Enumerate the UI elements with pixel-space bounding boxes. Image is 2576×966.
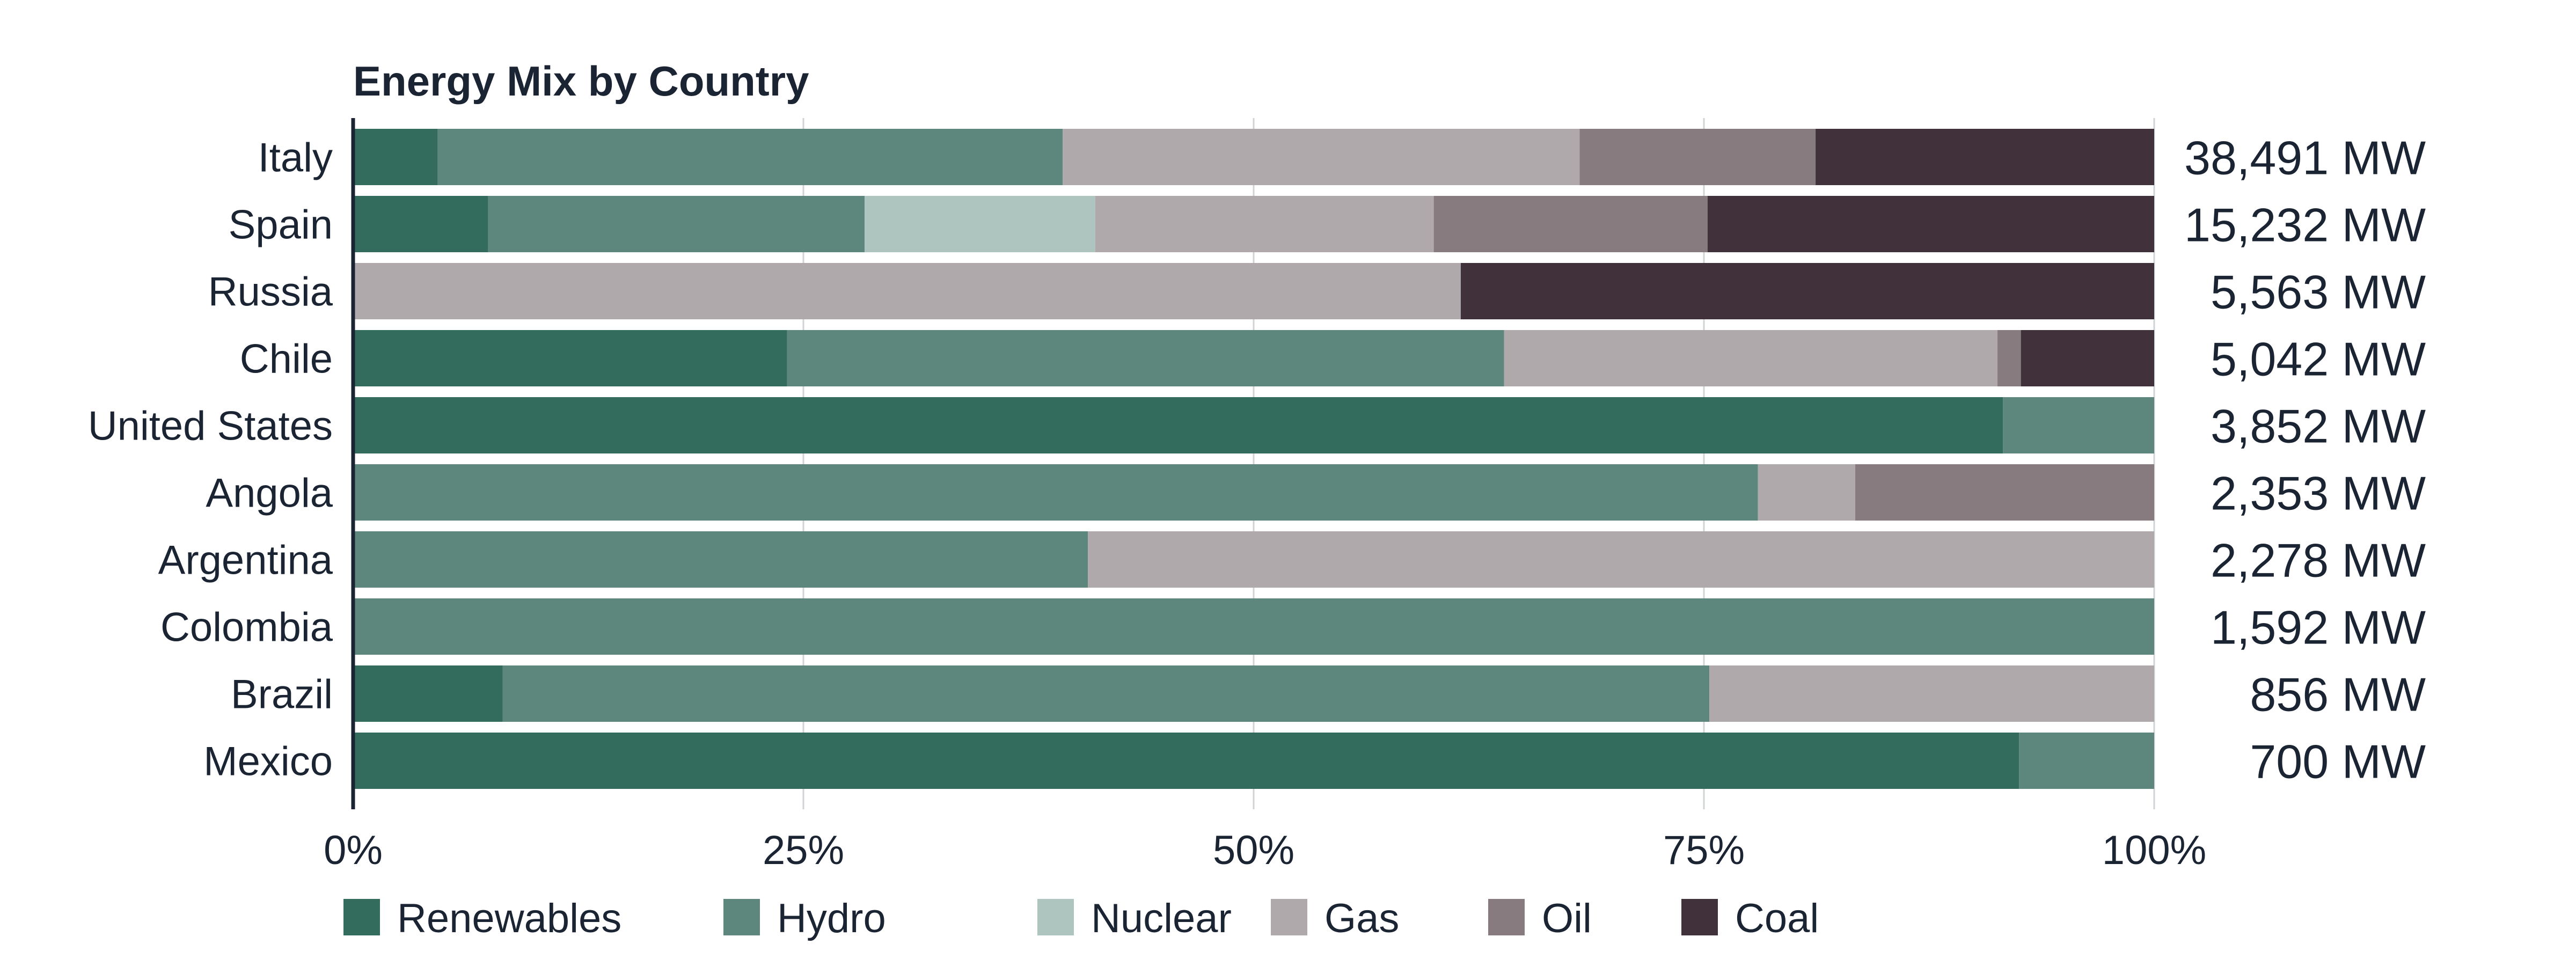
legend-swatch (723, 899, 760, 935)
total-label: 38,491 MW (2184, 131, 2426, 185)
bar-segment-renewables (353, 129, 438, 185)
legend-swatch (343, 899, 380, 935)
bar-segment-hydro (488, 196, 865, 252)
legend-swatch (1681, 899, 1718, 935)
bar-segment-coal (1707, 196, 2154, 252)
bar-segment-coal (2021, 330, 2154, 386)
bar-segment-hydro (353, 531, 1088, 588)
category-label: Italy (258, 135, 333, 181)
total-label: 700 MW (2250, 735, 2426, 788)
bar-segment-oil (1433, 196, 1708, 252)
legend-label: Gas (1324, 896, 1399, 941)
bar-segment-hydro (2003, 397, 2154, 453)
category-label: Brazil (231, 672, 333, 718)
bar-segment-hydro (502, 665, 1710, 722)
bar-segment-gas (1504, 330, 1998, 386)
total-label: 15,232 MW (2184, 199, 2426, 252)
total-label: 5,563 MW (2211, 266, 2426, 319)
total-labels: 38,491 MW 15,232 MW 5,563 MW 5,042 MW 3,852 … (2184, 131, 2426, 788)
bar-segment-gas (1063, 129, 1580, 185)
category-label: United States (88, 404, 333, 449)
total-label: 856 MW (2250, 668, 2426, 721)
category-label: Argentina (158, 538, 333, 583)
bar-segment-renewables (353, 665, 503, 722)
bar-segment-gas (1709, 665, 2154, 722)
x-tick-label: 100% (2102, 828, 2206, 873)
category-label: Chile (240, 336, 333, 382)
legend-label: Renewables (397, 896, 621, 941)
legend: Renewables Hydro Nuclear Gas Oil Coal (343, 896, 1819, 941)
x-tick-label: 0% (324, 828, 383, 873)
x-tick-label: 75% (1663, 828, 1745, 873)
bar-segment-renewables (353, 733, 2019, 789)
chart-title: Energy Mix by Country (353, 57, 809, 105)
legend-swatch (1037, 899, 1074, 935)
total-label: 5,042 MW (2211, 333, 2426, 386)
category-label: Spain (229, 202, 333, 248)
category-labels: Italy Spain Russia Chile United States Angola… (88, 135, 333, 785)
bar-segment-oil (1997, 330, 2021, 386)
bar-segment-gas (1758, 464, 1855, 521)
bar-segment-coal (1460, 263, 2154, 319)
bar-segment-gas (1095, 196, 1434, 252)
bar-segment-renewables (353, 397, 2003, 453)
bar-segment-renewables (353, 196, 488, 252)
legend-swatch (1271, 899, 1307, 935)
bar-segment-gas (1088, 531, 2154, 588)
legend-label: Coal (1735, 896, 1819, 941)
x-tick-label: 50% (1213, 828, 1294, 873)
bar-segment-hydro (2019, 733, 2154, 789)
x-tick-label: 25% (763, 828, 844, 873)
bar-segment-gas (353, 263, 1461, 319)
bar-segment-nuclear (865, 196, 1095, 252)
category-label: Colombia (160, 605, 333, 650)
bar-segment-hydro (437, 129, 1063, 185)
x-tick-labels: 0% 25% 50% 75% 100% (324, 828, 2206, 873)
bar-segment-coal (1816, 129, 2154, 185)
legend-swatch (1488, 899, 1525, 935)
legend-label: Hydro (777, 896, 886, 941)
bar-segment-oil (1855, 464, 2154, 521)
total-label: 2,278 MW (2211, 534, 2426, 587)
legend-label: Nuclear (1091, 896, 1232, 941)
category-label: Mexico (203, 739, 333, 785)
bar-segment-hydro (787, 330, 1504, 386)
total-label: 2,353 MW (2211, 467, 2426, 520)
bar-segment-oil (1579, 129, 1816, 185)
legend-label: Oil (1542, 896, 1592, 941)
bars (353, 129, 2154, 789)
bar-segment-hydro (353, 598, 2154, 655)
category-label: Russia (208, 269, 333, 315)
bar-segment-renewables (353, 330, 787, 386)
total-label: 3,852 MW (2211, 400, 2426, 453)
bar-segment-hydro (353, 464, 1758, 521)
category-label: Angola (206, 471, 333, 516)
total-label: 1,592 MW (2211, 601, 2426, 654)
